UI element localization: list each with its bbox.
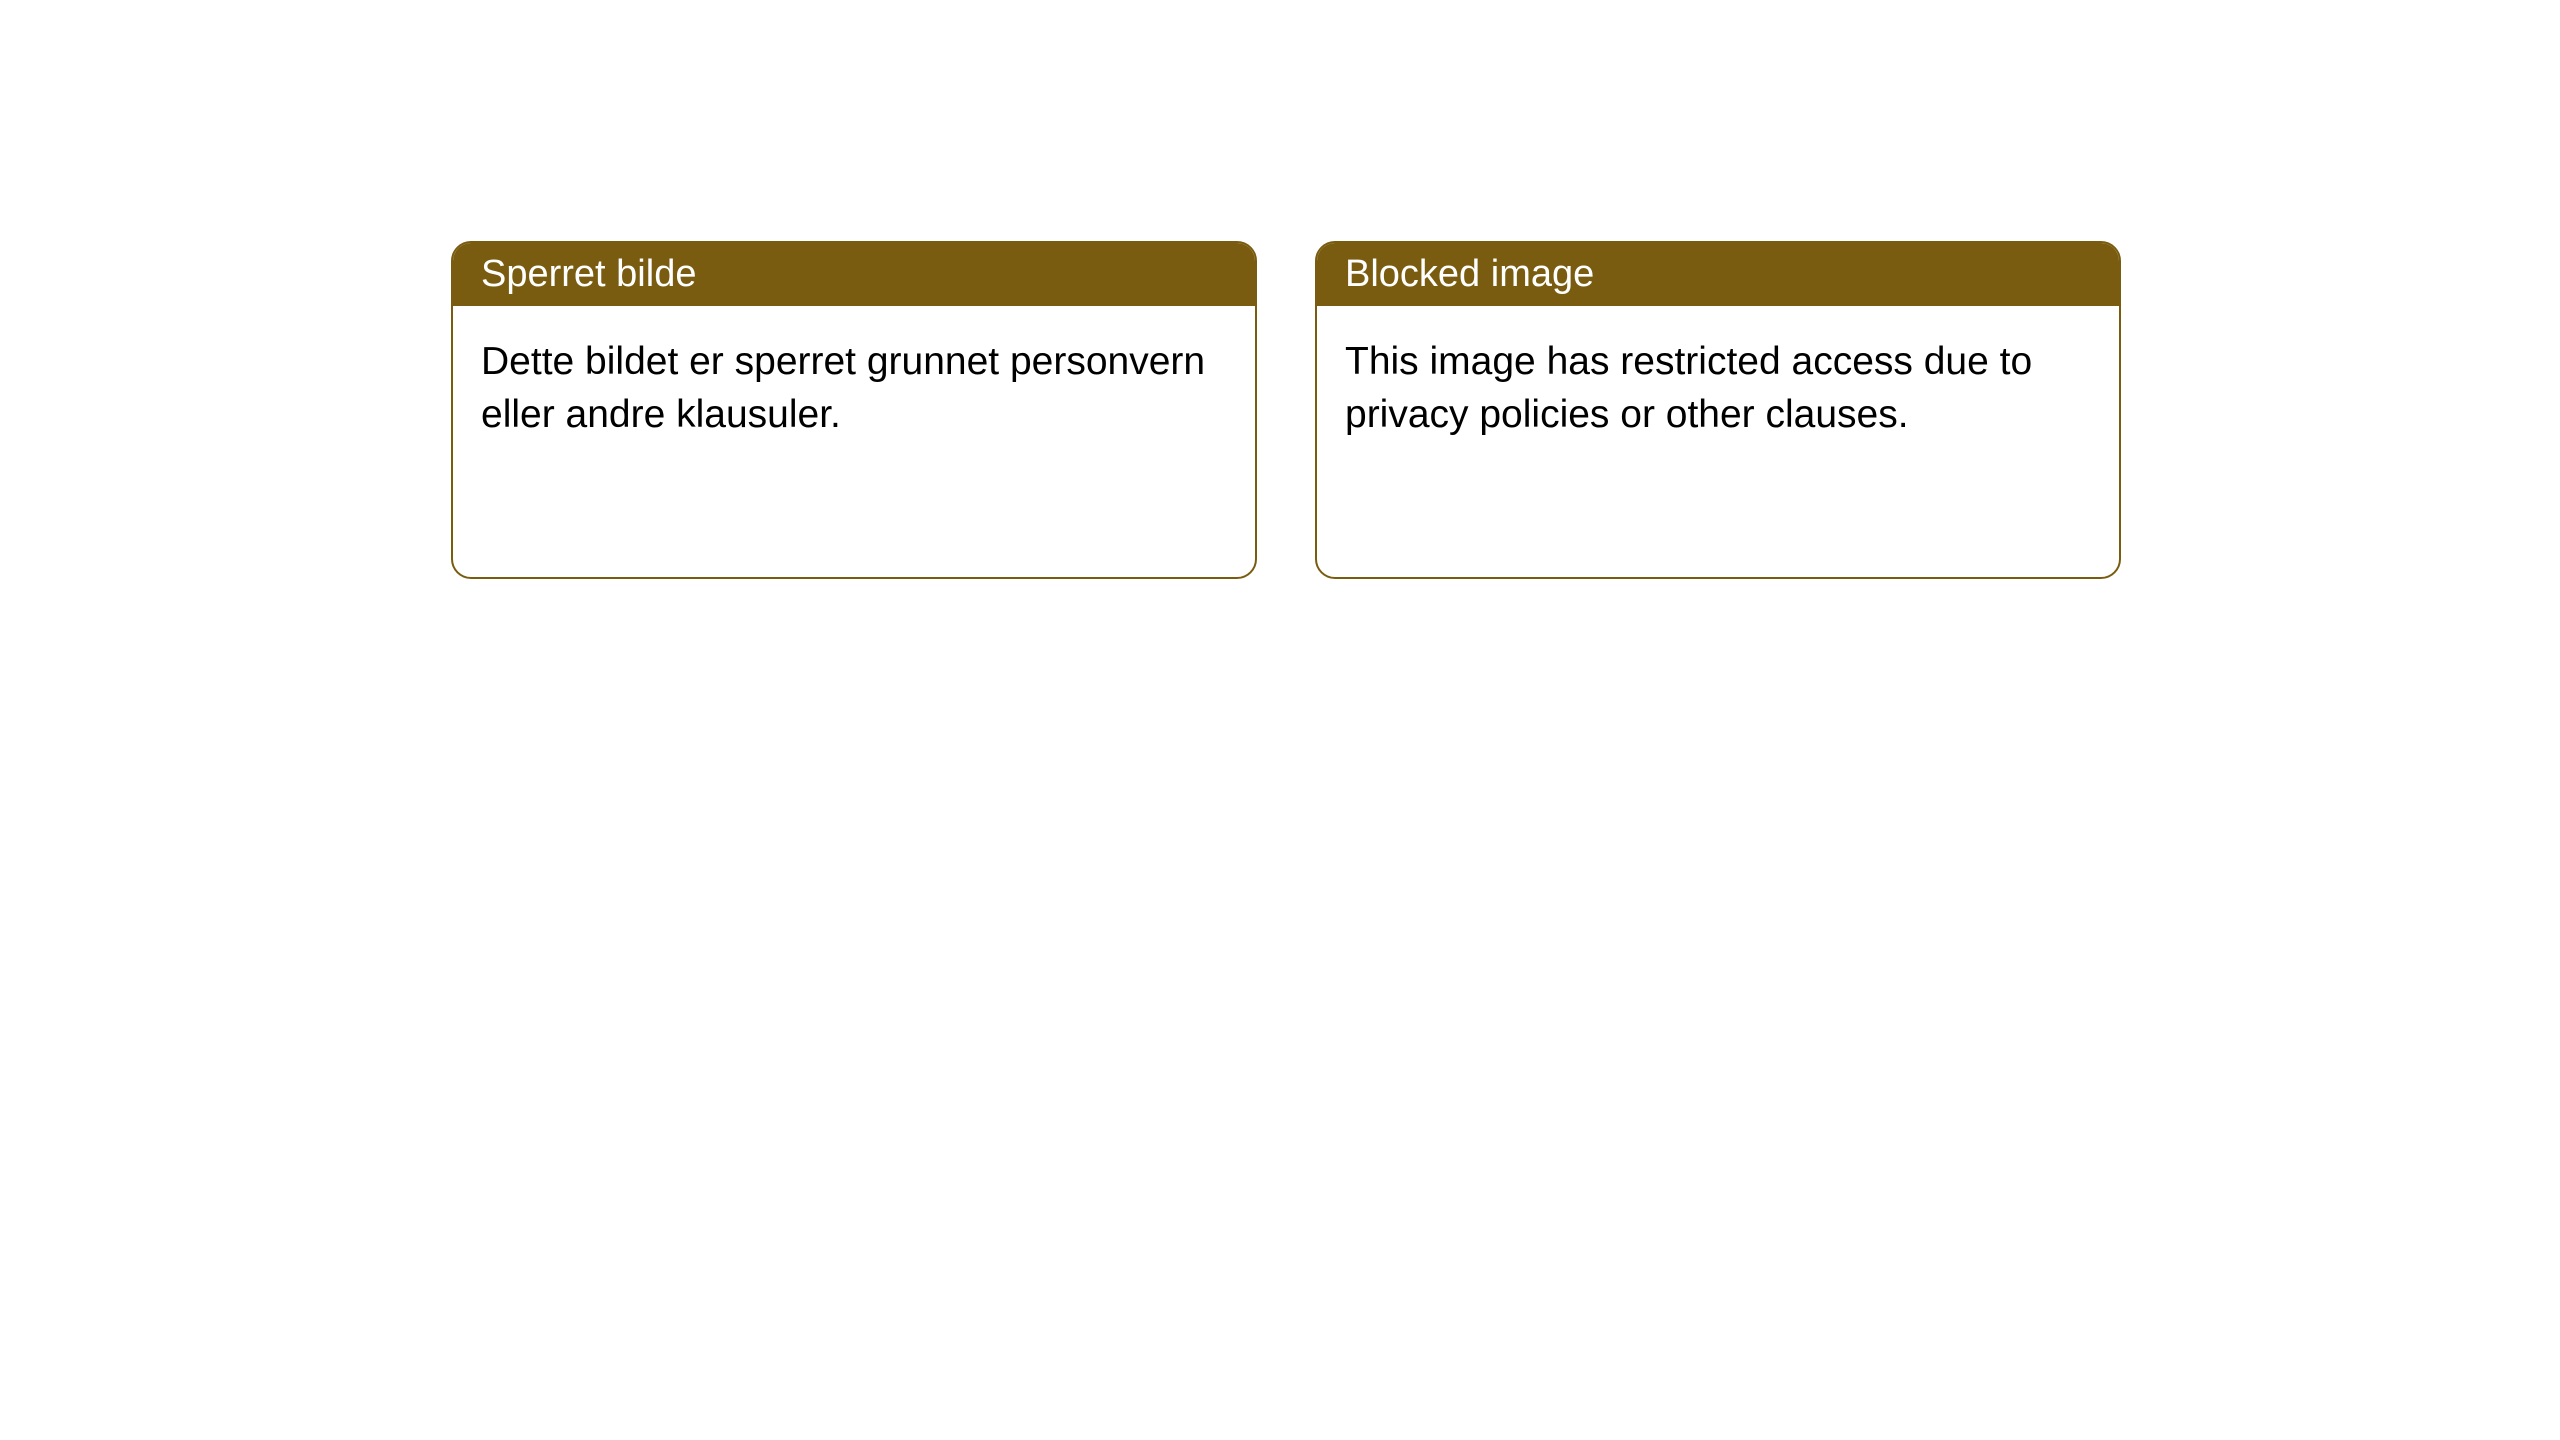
blocked-image-panel-en: Blocked image This image has restricted …: [1315, 241, 2121, 579]
panel-body-en: This image has restricted access due to …: [1317, 306, 2119, 471]
blocked-image-panels: Sperret bilde Dette bildet er sperret gr…: [451, 241, 2121, 579]
panel-body-no: Dette bildet er sperret grunnet personve…: [453, 306, 1255, 471]
blocked-image-panel-no: Sperret bilde Dette bildet er sperret gr…: [451, 241, 1257, 579]
panel-header-no: Sperret bilde: [453, 243, 1255, 306]
panel-header-en: Blocked image: [1317, 243, 2119, 306]
